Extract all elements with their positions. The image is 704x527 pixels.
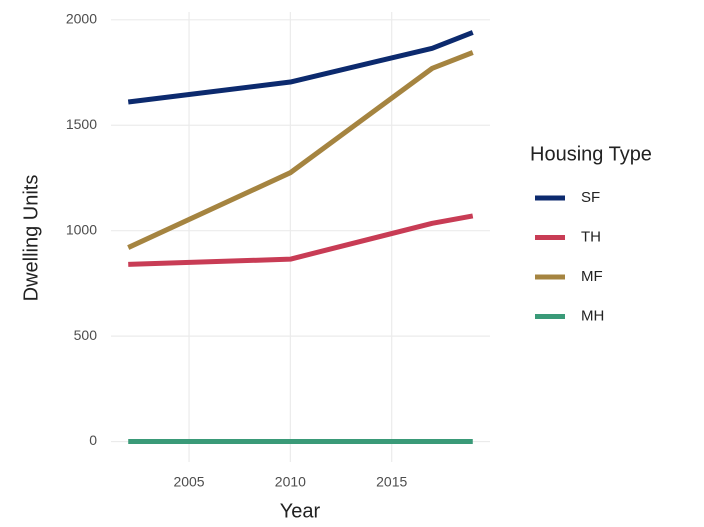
y-tick-label: 1500 [66, 116, 97, 132]
x-tick-label: 2015 [376, 474, 407, 490]
x-tick-label: 2005 [173, 474, 204, 490]
x-axis-label: Year [280, 500, 321, 522]
y-tick-label: 2000 [66, 11, 97, 27]
legend-label: MF [581, 268, 603, 285]
line [128, 213, 474, 267]
y-tick-label: 0 [89, 432, 97, 448]
line [127, 30, 474, 105]
line [127, 50, 474, 250]
legend-label: SF [581, 189, 600, 206]
y-axis-label: Dwelling Units [20, 175, 42, 302]
legend-title: Housing Type [530, 143, 652, 165]
y-tick-label: 1000 [66, 221, 97, 237]
legend-label: TH [581, 228, 601, 245]
x-tick-label: 2010 [275, 474, 306, 490]
legend-label: MH [581, 307, 604, 324]
y-tick-label: 500 [74, 327, 98, 343]
